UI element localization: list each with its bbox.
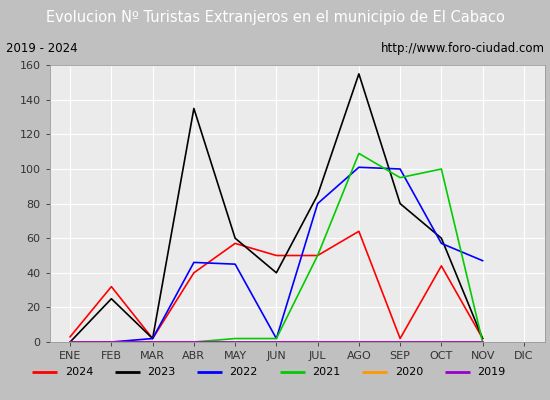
Text: 2020: 2020 [395,367,423,377]
Text: 2019: 2019 [477,367,505,377]
Text: 2024: 2024 [65,367,93,377]
Text: 2021: 2021 [312,367,340,377]
Text: 2019 - 2024: 2019 - 2024 [6,42,77,55]
Text: Evolucion Nº Turistas Extranjeros en el municipio de El Cabaco: Evolucion Nº Turistas Extranjeros en el … [46,10,504,25]
Text: http://www.foro-ciudad.com: http://www.foro-ciudad.com [381,42,544,55]
Text: 2022: 2022 [230,367,258,377]
Text: 2023: 2023 [147,367,175,377]
